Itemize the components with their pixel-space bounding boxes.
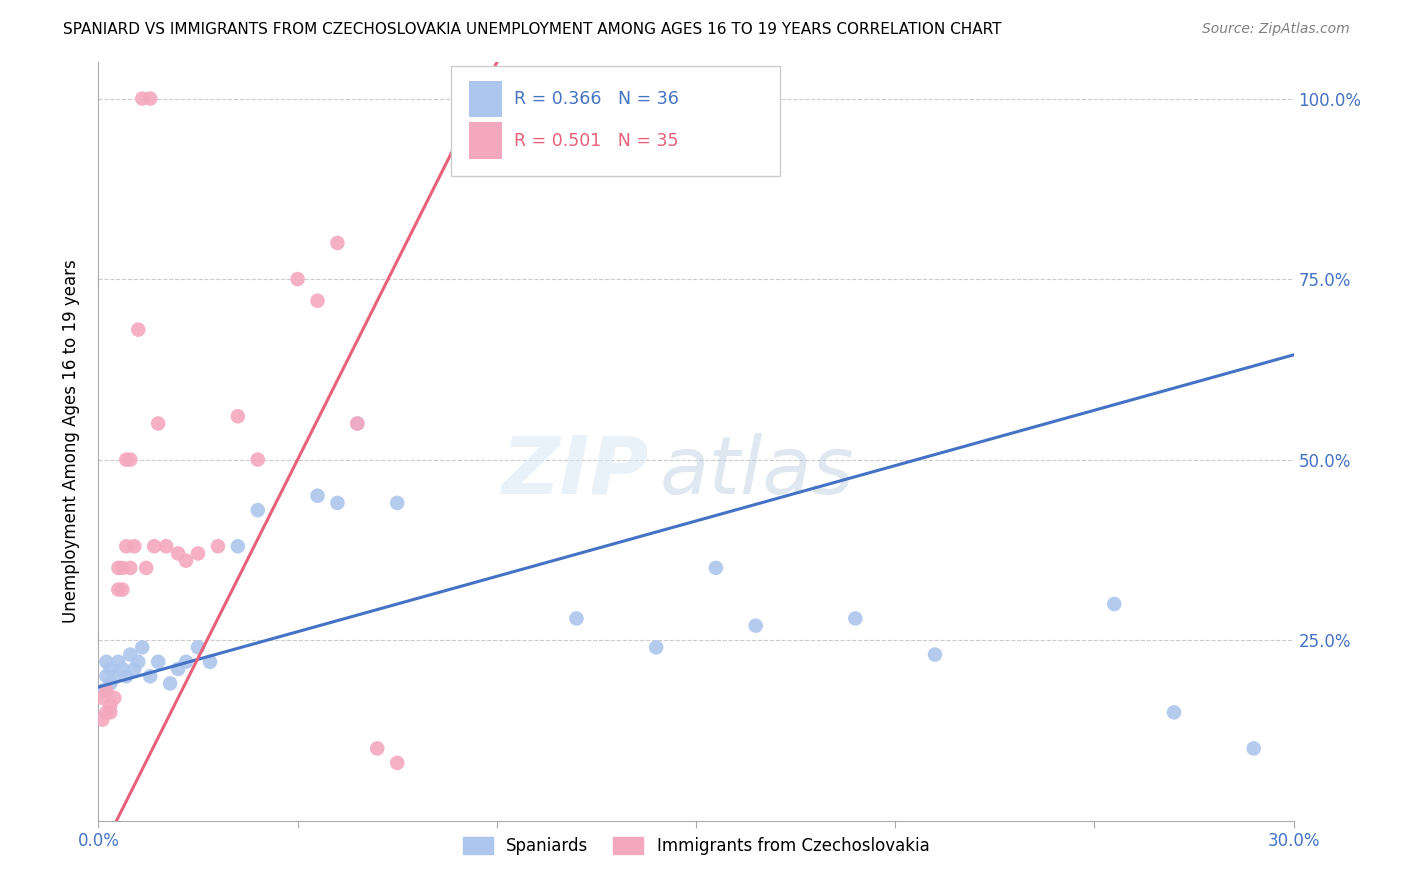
Point	[366, 741, 388, 756]
Point	[98, 676, 122, 690]
Point	[198, 655, 221, 669]
Point	[139, 669, 162, 683]
Point	[111, 582, 134, 597]
Point	[187, 546, 209, 560]
Point	[111, 662, 134, 676]
Point	[127, 323, 149, 337]
Point	[326, 235, 349, 250]
Point	[124, 539, 146, 553]
Point	[115, 669, 138, 683]
Text: Source: ZipAtlas.com: Source: ZipAtlas.com	[1202, 22, 1350, 37]
Text: atlas: atlas	[661, 433, 855, 511]
Point	[246, 503, 269, 517]
Point	[346, 417, 368, 431]
Point	[174, 655, 197, 669]
Point	[131, 91, 153, 105]
Point	[526, 91, 548, 105]
Text: R = 0.366   N = 36: R = 0.366 N = 36	[515, 90, 679, 108]
Point	[127, 655, 149, 669]
Point	[565, 611, 588, 625]
Point	[91, 713, 114, 727]
Point	[307, 489, 329, 503]
Point	[96, 706, 118, 720]
Point	[385, 756, 409, 770]
Point	[155, 539, 177, 553]
Point	[326, 496, 349, 510]
Point	[96, 683, 118, 698]
Point	[307, 293, 329, 308]
Point	[1243, 741, 1265, 756]
Point	[98, 698, 122, 712]
Point	[226, 409, 249, 424]
Point	[1104, 597, 1126, 611]
Point	[131, 640, 153, 655]
Point	[98, 662, 122, 676]
Point	[159, 676, 181, 690]
Point	[924, 648, 946, 662]
Point	[115, 539, 138, 553]
Point	[148, 417, 170, 431]
Point	[96, 669, 118, 683]
Y-axis label: Unemployment Among Ages 16 to 19 years: Unemployment Among Ages 16 to 19 years	[62, 260, 80, 624]
Point	[287, 272, 309, 286]
Point	[645, 640, 668, 655]
Point	[115, 452, 138, 467]
Point	[704, 561, 727, 575]
Text: R = 0.501   N = 35: R = 0.501 N = 35	[515, 131, 679, 150]
Point	[91, 690, 114, 705]
Point	[167, 662, 190, 676]
Point	[143, 539, 166, 553]
Point	[226, 539, 249, 553]
FancyBboxPatch shape	[451, 66, 780, 177]
Text: ZIP: ZIP	[501, 433, 648, 511]
Point	[111, 561, 134, 575]
Point	[385, 496, 409, 510]
Text: SPANIARD VS IMMIGRANTS FROM CZECHOSLOVAKIA UNEMPLOYMENT AMONG AGES 16 TO 19 YEAR: SPANIARD VS IMMIGRANTS FROM CZECHOSLOVAK…	[63, 22, 1001, 37]
Point	[124, 662, 146, 676]
Point	[107, 655, 129, 669]
FancyBboxPatch shape	[470, 80, 502, 117]
Point	[120, 452, 142, 467]
Point	[135, 561, 157, 575]
Point	[120, 561, 142, 575]
Point	[107, 561, 129, 575]
Point	[139, 91, 162, 105]
Point	[103, 669, 125, 683]
FancyBboxPatch shape	[470, 122, 502, 159]
Point	[187, 640, 209, 655]
Point	[346, 417, 368, 431]
Point	[167, 546, 190, 560]
Legend: Spaniards, Immigrants from Czechoslovakia: Spaniards, Immigrants from Czechoslovaki…	[456, 830, 936, 862]
Point	[107, 582, 129, 597]
Point	[98, 706, 122, 720]
Point	[745, 618, 768, 632]
Point	[174, 554, 197, 568]
Point	[120, 648, 142, 662]
Point	[103, 690, 125, 705]
Point	[246, 452, 269, 467]
Point	[96, 655, 118, 669]
Point	[148, 655, 170, 669]
Point	[1163, 706, 1185, 720]
Point	[91, 683, 114, 698]
Point	[207, 539, 229, 553]
Point	[844, 611, 866, 625]
